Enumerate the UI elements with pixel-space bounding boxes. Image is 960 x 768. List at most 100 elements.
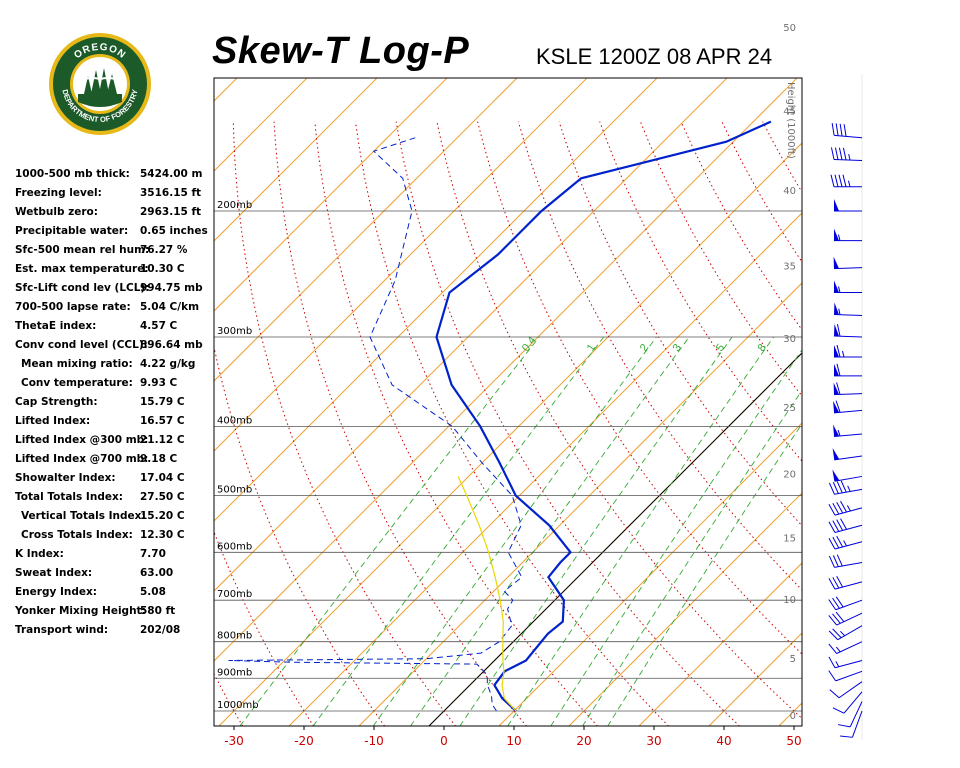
isobar-label: 1000mb	[217, 700, 259, 711]
isobar-label: 700mb	[217, 589, 252, 600]
wind-barb-staff	[834, 488, 863, 495]
wind-barb-feather	[837, 724, 851, 728]
index-row: Lifted Index @300 mb: 21.12 C	[15, 434, 215, 453]
wind-barb-feather	[835, 611, 845, 622]
wind-barb-half-feather	[835, 646, 841, 653]
index-row: Transport wind: 202/08	[15, 624, 215, 643]
indices-panel: 1000-500 mb thick: 5424.00 m Freezing leve…	[15, 168, 215, 643]
wind-barb-half-feather	[848, 153, 851, 161]
x-tick-label: 20	[576, 734, 591, 748]
index-label: ThetaE index:	[15, 320, 97, 332]
index-label: Lifted Index @300 mb:	[15, 434, 149, 446]
index-label: Transport wind:	[15, 624, 109, 636]
wind-barb-half-feather	[838, 234, 841, 241]
index-value: 0.65 inches	[140, 225, 208, 237]
height-axis-label: Height (1000ft)	[785, 82, 796, 159]
index-row: Lifted Index @700 mb: 9.18 C	[15, 453, 215, 472]
isotherm-line	[849, 78, 960, 726]
wind-barb-feather	[836, 501, 844, 514]
index-value: 12.30 C	[140, 529, 185, 541]
dry-adiabat	[885, 122, 960, 727]
index-label: Cross Totals Index:	[21, 529, 133, 541]
wind-barb-staff	[838, 681, 863, 699]
x-tick-label: 50	[786, 734, 801, 748]
wind-barb-feather	[828, 656, 836, 669]
wind-barb-staff	[835, 599, 863, 611]
dry-adiabat	[844, 122, 960, 727]
wind-barb-feather	[831, 123, 835, 136]
wind-barb-staff	[834, 660, 863, 669]
wind-barb-feather	[828, 578, 836, 590]
dry-adiabat	[61, 122, 172, 727]
index-label: Est. max temperature:	[15, 263, 149, 275]
wind-barb-staff	[835, 670, 863, 682]
isotherm-line	[214, 78, 798, 662]
index-label: Mean mixing ratio:	[21, 358, 133, 370]
wind-barb-feather	[835, 400, 841, 413]
wind-barb-feather	[836, 535, 844, 548]
wind-barb-flag	[834, 323, 840, 337]
index-label: Conv temperature:	[21, 377, 133, 389]
mixing-ratio-label: 8	[756, 342, 769, 354]
wind-barb-flag	[832, 469, 840, 482]
wind-barb-staff	[849, 701, 863, 728]
wind-barb-half-feather	[848, 180, 851, 187]
wind-barb-feather	[829, 689, 840, 699]
index-label: Sweat Index:	[15, 567, 93, 579]
index-value: 17.04 C	[140, 472, 185, 484]
temperature-line	[435, 120, 772, 712]
wind-barb-flag	[833, 382, 840, 395]
index-label: Showalter Index:	[15, 472, 116, 484]
wind-barb-feather	[832, 520, 840, 532]
isobar-label: 500mb	[217, 485, 252, 496]
mixing-ratio-line	[582, 389, 802, 726]
x-tick-label: -10	[364, 734, 384, 748]
wind-barb-feather	[832, 555, 839, 567]
wind-barb-half-feather	[835, 661, 840, 667]
isotherm-line	[214, 78, 448, 312]
isobar-label: 400mb	[217, 415, 252, 426]
wind-barb-feather	[834, 147, 839, 160]
wind-barb-half-feather	[838, 286, 841, 293]
index-value: 3516.15 ft	[140, 187, 202, 199]
wind-barb-feather	[828, 615, 838, 626]
parcel-line	[457, 476, 517, 712]
index-label: 1000-500 mb thick:	[15, 168, 130, 180]
isotherm-line	[218, 142, 802, 726]
wind-barb-flag	[833, 400, 840, 413]
wind-barb-feather	[832, 482, 839, 494]
height-tick-label: 5	[790, 654, 796, 665]
index-value: 9.93 C	[140, 377, 178, 389]
x-tick-label: 40	[716, 734, 731, 748]
x-tick-label: -20	[294, 734, 314, 748]
wind-barb-feather	[839, 123, 843, 137]
mixing-ratio-label: 1	[585, 342, 598, 354]
index-label: Sfc-Lift cond lev (LCL):	[15, 282, 150, 294]
mixing-ratio-line	[312, 336, 605, 726]
index-row: Precipitable water: 0.65 inches	[15, 225, 215, 244]
mixing-ratio-label: 2	[638, 342, 651, 354]
plot-frame	[213, 77, 803, 727]
chart-title: Skew-T Log-P	[212, 30, 470, 72]
temperature-band	[0, 78, 97, 726]
index-value: 5.04 C/km	[140, 301, 200, 313]
wind-barb-half-feather	[842, 350, 845, 358]
index-label: 700-500 lapse rate:	[15, 301, 131, 313]
index-value: 15.20 C	[140, 510, 185, 522]
temperature-band	[849, 78, 960, 726]
index-row: Sfc-500 mean rel hum: 76.27 %	[15, 244, 215, 263]
wind-barb-feather	[828, 537, 836, 550]
wind-barb-flag	[834, 199, 839, 211]
index-value: 7.70	[140, 548, 166, 560]
height-tick-label: 35	[783, 262, 796, 273]
wind-barb-feather	[834, 174, 839, 187]
wind-barb-feather	[832, 536, 840, 549]
x-tick-label: 0	[440, 734, 448, 748]
station-time-label: KSLE 1200Z 08 APR 24	[536, 44, 773, 69]
wind-barb-feather	[832, 613, 841, 624]
index-row: 1000-500 mb thick: 5424.00 m	[15, 168, 215, 187]
wind-barb-feather	[840, 518, 847, 530]
wind-barb-half-feather	[846, 505, 851, 512]
index-value: 896.64 mb	[140, 339, 203, 351]
wind-barb-staff	[833, 314, 863, 317]
